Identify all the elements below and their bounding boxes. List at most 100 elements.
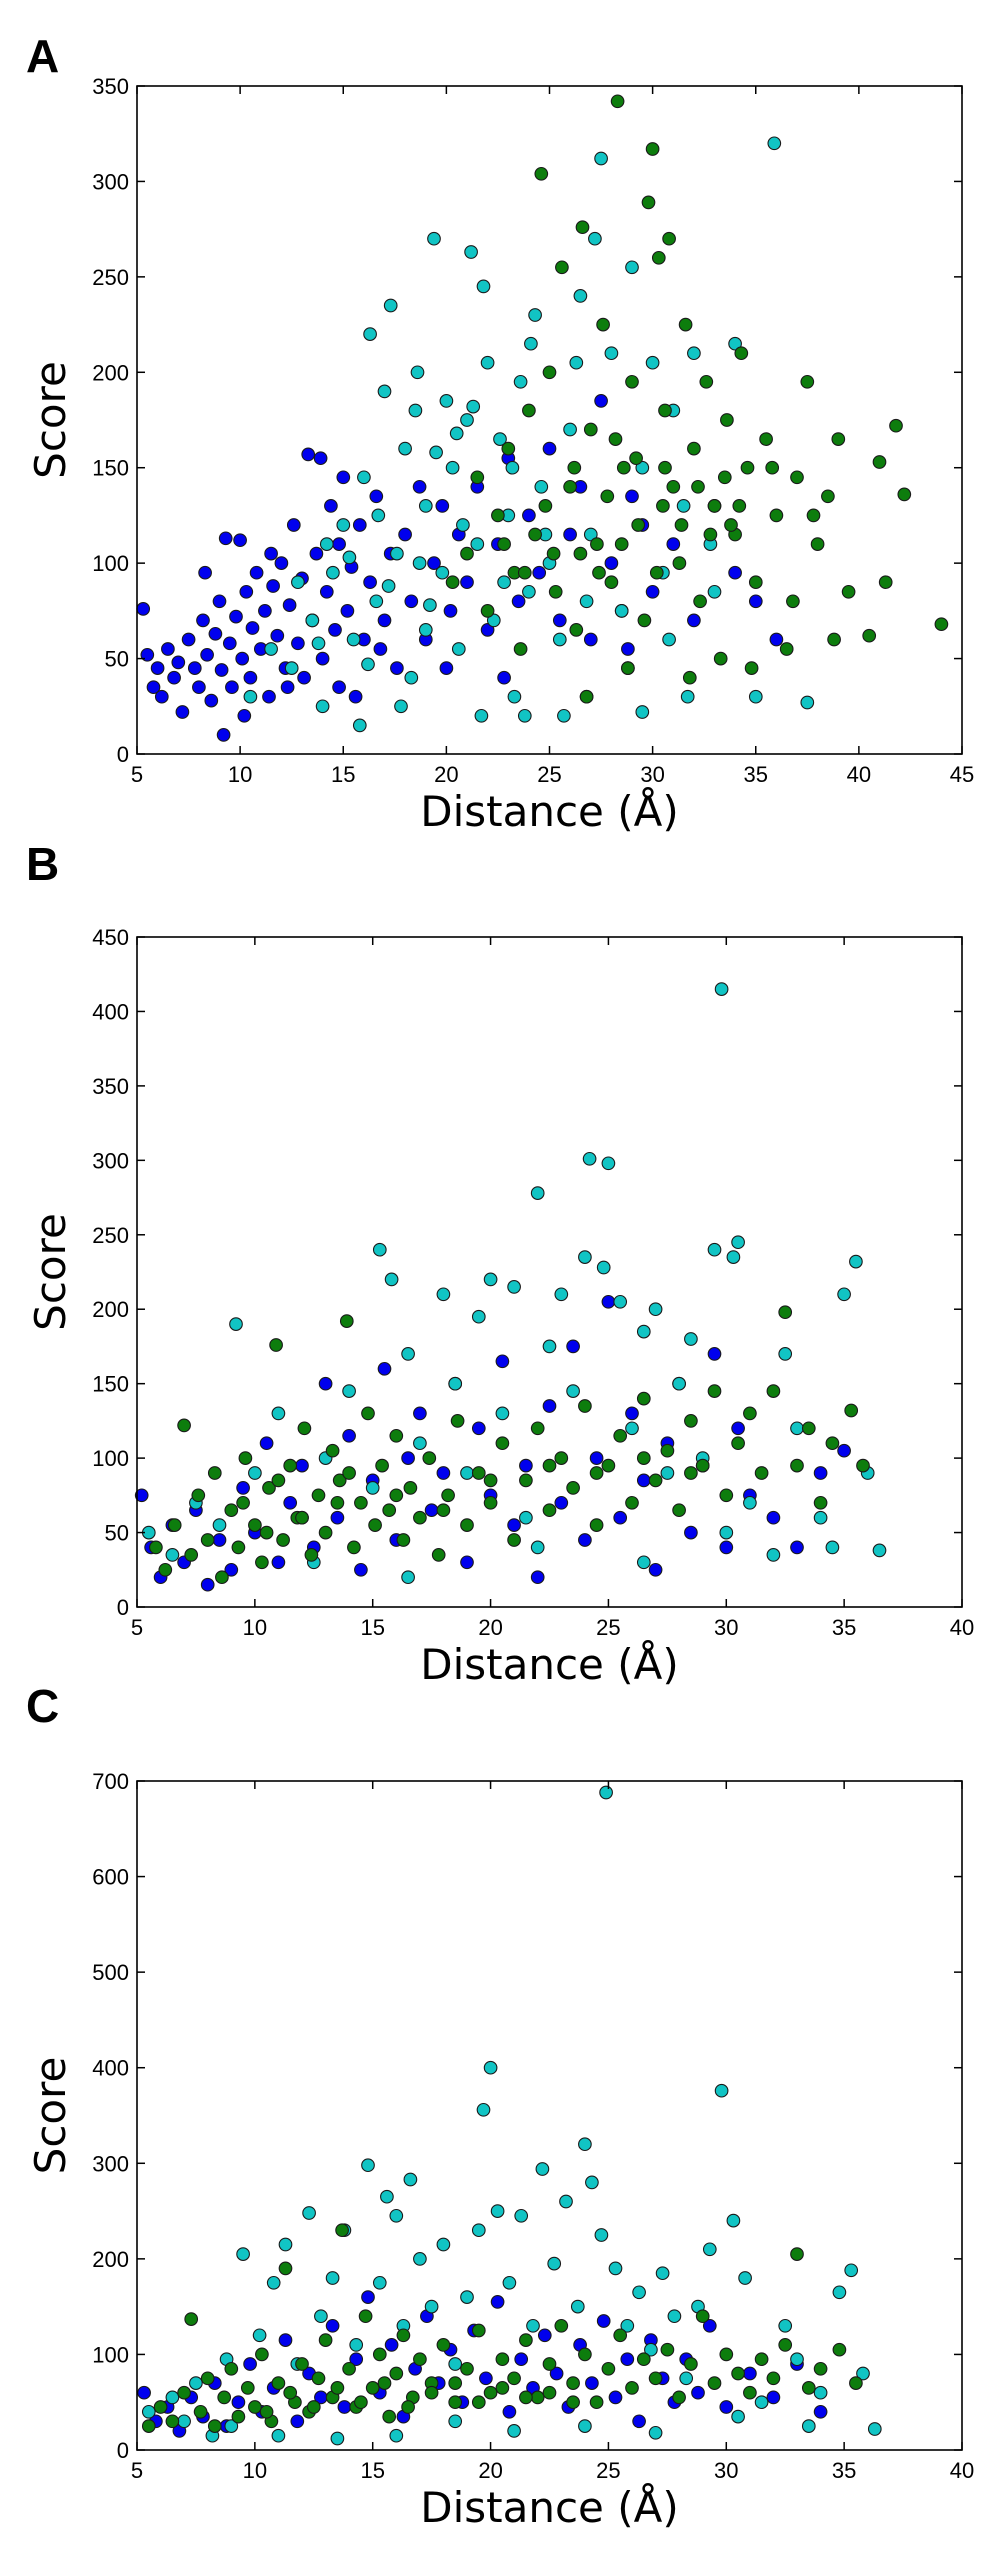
data-point [790, 1540, 804, 1555]
data-point [825, 1436, 840, 1451]
data-point [413, 2252, 427, 2266]
data-point [480, 604, 495, 618]
data-point [542, 441, 557, 456]
data-point [832, 2285, 847, 2300]
data-point [212, 594, 227, 609]
data-point [530, 2390, 545, 2405]
data-point [629, 451, 643, 466]
data-point [413, 1436, 427, 1451]
data-point [361, 2158, 375, 2173]
data-point [165, 2414, 180, 2429]
data-point [495, 2352, 510, 2367]
data-point [608, 2261, 623, 2276]
data-point [282, 598, 297, 612]
data-point [507, 2424, 521, 2438]
data-point [340, 604, 355, 618]
data-point [526, 2318, 540, 2333]
data-point [436, 2237, 451, 2252]
y-tick-label: 300 [92, 169, 129, 194]
data-point [483, 1473, 498, 1488]
data-point [790, 470, 804, 485]
data-point [239, 584, 254, 599]
data-point [398, 527, 412, 542]
data-point [813, 1466, 828, 1480]
series-cyan-a [243, 136, 815, 733]
data-point [625, 1421, 639, 1436]
data-point [325, 2271, 340, 2285]
data-point [266, 2275, 281, 2290]
data-point [436, 1466, 451, 1480]
data-point [567, 460, 582, 475]
data-point [528, 308, 542, 322]
data-point [349, 2352, 364, 2367]
y-axis-title-b: Score [26, 1213, 75, 1331]
data-point [460, 2361, 474, 2376]
data-point [198, 565, 212, 580]
data-point [229, 609, 243, 624]
data-point [231, 2409, 246, 2424]
data-point [585, 2175, 599, 2190]
data-point [318, 1376, 333, 1391]
data-point [436, 1287, 451, 1302]
data-point [384, 2338, 399, 2352]
data-point [252, 2328, 267, 2343]
data-point [596, 2314, 611, 2328]
data-point [495, 1436, 510, 1451]
data-point [149, 1540, 163, 1555]
data-point [703, 527, 718, 542]
data-point [240, 2381, 255, 2395]
data-point [450, 1414, 465, 1428]
panel-letter-a: A [26, 30, 59, 82]
data-point [636, 1324, 651, 1339]
data-point [582, 1151, 597, 1166]
data-point [620, 2318, 635, 2333]
data-point [483, 1495, 498, 1510]
x-tick-label: 25 [596, 2458, 620, 2483]
data-point [656, 499, 670, 513]
data-point [731, 1235, 745, 1250]
data-point [200, 1533, 215, 1547]
data-point [691, 2385, 705, 2400]
data-point [563, 527, 577, 542]
x-tick-label: 40 [847, 762, 871, 787]
y-tick-label: 150 [92, 456, 129, 481]
data-point [502, 2275, 517, 2290]
data-point [278, 2261, 293, 2276]
data-point [625, 2381, 639, 2395]
data-point [557, 708, 571, 723]
data-point [517, 565, 532, 580]
data-point [311, 1488, 326, 1503]
data-point [460, 2290, 474, 2304]
data-point [297, 670, 311, 685]
data-point [141, 2419, 156, 2433]
data-point [714, 982, 729, 996]
data-point [636, 1391, 651, 1406]
data-point [389, 2428, 404, 2443]
x-tick-label: 10 [243, 1615, 267, 1640]
data-point [369, 489, 384, 504]
data-point [191, 1488, 206, 1503]
data-point [271, 1473, 286, 1488]
data-point [569, 355, 584, 370]
data-point [389, 1428, 404, 1443]
data-point [330, 2381, 345, 2395]
x-tick-label: 10 [243, 2458, 267, 2483]
data-point [231, 2395, 246, 2410]
data-point [620, 2352, 635, 2367]
data-point [332, 680, 346, 695]
data-point [332, 1473, 347, 1488]
data-point [648, 2371, 663, 2386]
y-tick-label: 250 [92, 1223, 129, 1248]
data-point [546, 546, 561, 561]
y-tick-label: 350 [92, 1074, 129, 1099]
data-point [271, 2376, 286, 2390]
data-point [592, 565, 606, 580]
data-point [460, 1466, 474, 1480]
data-point [594, 394, 608, 408]
data-point [448, 2357, 463, 2371]
data-point [601, 1458, 616, 1473]
data-point [679, 2371, 694, 2386]
data-point [382, 1503, 397, 1518]
data-point [314, 2309, 328, 2324]
y-tick-label: 400 [92, 2056, 129, 2081]
